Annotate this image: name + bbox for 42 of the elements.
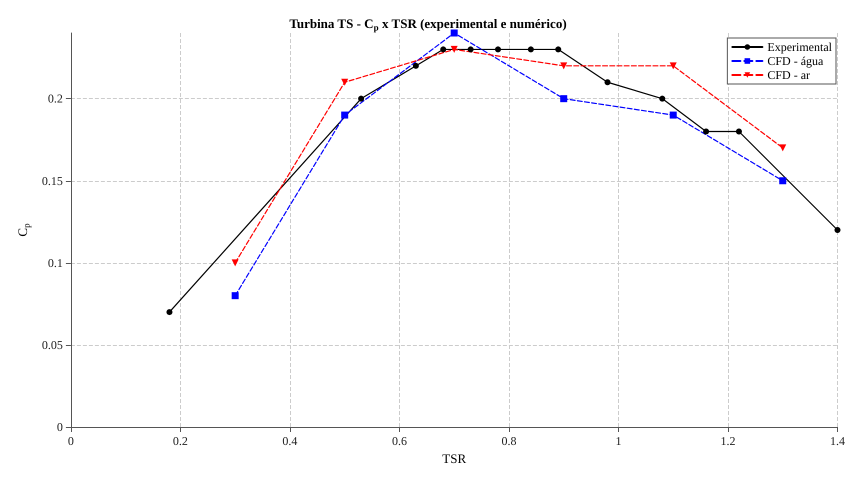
legend-label: CFD - água (767, 54, 824, 68)
point (560, 95, 568, 102)
x-tick-label: 0.2 (172, 434, 188, 448)
point (604, 79, 611, 86)
x-tick-label: 0.8 (501, 434, 516, 448)
y-tick-label: 0.2 (48, 92, 63, 106)
legend-label: CFD - ar (767, 68, 810, 82)
point (341, 78, 348, 86)
point (341, 112, 348, 119)
x-tick-label: 0.6 (392, 434, 407, 448)
point (495, 46, 502, 52)
point (703, 128, 710, 134)
point (834, 227, 840, 233)
y-tick-label: 0.15 (42, 174, 63, 188)
point (560, 62, 568, 70)
point (450, 46, 458, 53)
y-axis-title: Cp (15, 222, 32, 237)
point (358, 96, 364, 102)
point (528, 46, 534, 52)
point (440, 46, 446, 52)
x-tick-label: 0 (68, 434, 74, 448)
point (166, 309, 172, 316)
point (779, 177, 786, 184)
x-tick-label: 1.2 (720, 434, 736, 448)
point (659, 96, 666, 102)
y-tick-label: 0.05 (42, 338, 63, 352)
x-axis-title: TSR (442, 450, 466, 466)
point (555, 46, 562, 52)
point (779, 144, 786, 152)
x-tick-label: 0.4 (282, 434, 298, 448)
point (232, 259, 239, 266)
y-tick-label: 0.1 (48, 256, 63, 270)
point (670, 62, 677, 70)
point (468, 46, 474, 52)
point (232, 292, 239, 300)
legend-label: Experimental (767, 40, 833, 54)
y-tick-label: 0 (56, 420, 63, 434)
point (670, 112, 677, 119)
x-tick-label: 1.4 (830, 434, 845, 448)
point (412, 62, 419, 69)
x-tick-label: 1 (615, 434, 622, 448)
point (736, 128, 742, 134)
